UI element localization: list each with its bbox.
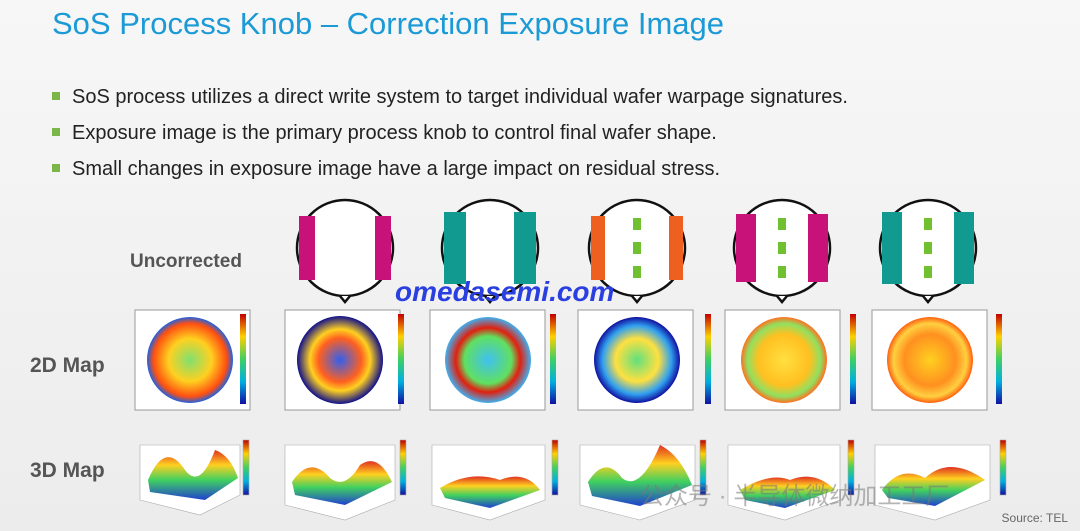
slide-title: SoS Process Knob – Correction Exposure I…	[52, 6, 725, 41]
source: Source: TEL	[1001, 511, 1068, 525]
row-label: Uncorrected	[130, 251, 242, 272]
watermark: omedasemi.com	[395, 276, 615, 307]
bullet: Small changes in exposure image have a l…	[52, 158, 848, 194]
row-label: 3D Map	[30, 459, 105, 482]
wafer-diagrams	[295, 198, 978, 304]
bullet: Exposure image is the primary process kn…	[52, 122, 848, 158]
row-label: 2D Map	[30, 354, 105, 377]
maps-3d	[139, 439, 1007, 521]
bullet-list: SoS process utilizes a direct write syst…	[52, 86, 848, 194]
watermark: 公众号 · 半导体微纳加工工厂	[640, 483, 950, 510]
bullet: SoS process utilizes a direct write syst…	[52, 86, 848, 122]
maps-2d	[134, 309, 1002, 411]
